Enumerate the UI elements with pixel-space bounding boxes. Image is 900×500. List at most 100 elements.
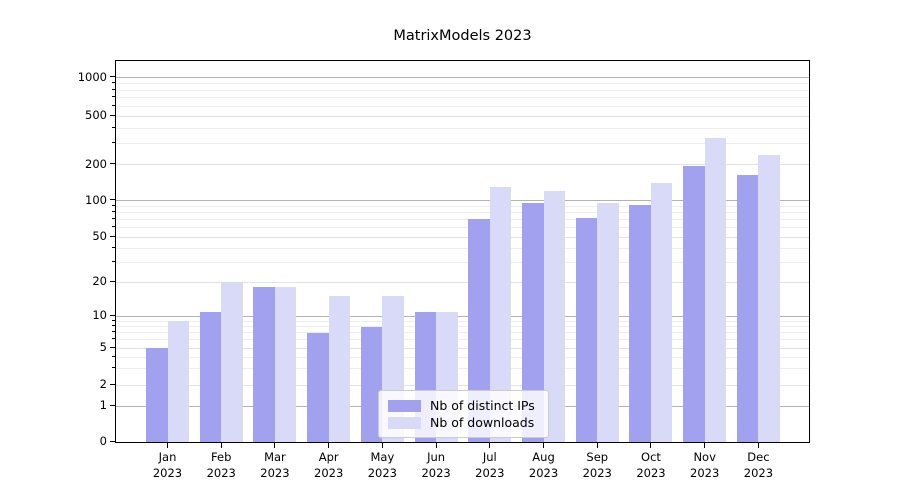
gridline xyxy=(116,384,809,386)
gridline-minor xyxy=(116,89,809,91)
y-tick-label: 500 xyxy=(85,108,107,123)
x-tick-label: Mar 2023 xyxy=(240,449,310,481)
gridline-minor xyxy=(116,105,809,107)
y-minor-tick-mark xyxy=(112,246,115,248)
y-tick-mark xyxy=(110,163,115,165)
y-minor-tick-mark xyxy=(112,104,115,106)
x-tick-label-month: Mar xyxy=(264,450,286,464)
bar-downloads xyxy=(221,282,243,442)
bar-distinct-ips xyxy=(629,204,651,442)
y-tick-mark xyxy=(110,280,115,282)
gridline-minor xyxy=(116,320,809,322)
gridline-minor xyxy=(116,356,809,358)
legend-label: Nb of downloads xyxy=(430,415,535,430)
gridline-minor xyxy=(116,142,809,144)
x-tick-mark xyxy=(489,443,491,448)
bar-distinct-ips xyxy=(307,332,329,442)
x-tick-mark xyxy=(543,443,545,448)
bar-distinct-ips xyxy=(522,202,544,442)
y-tick-label: 0 xyxy=(99,434,107,448)
y-minor-tick-mark xyxy=(112,218,115,220)
gridline xyxy=(116,164,809,166)
y-tick-mark xyxy=(110,314,115,316)
x-tick-label-year: 2023 xyxy=(260,466,290,480)
x-tick-label-year: 2023 xyxy=(528,466,559,480)
x-tick-label-month: Aug xyxy=(532,450,555,464)
x-tick-label-year: 2023 xyxy=(206,466,236,480)
bar-downloads xyxy=(758,155,780,442)
gridline xyxy=(116,347,809,349)
gridline-minor xyxy=(116,219,809,221)
x-tick-label: Jan 2023 xyxy=(133,449,203,481)
bar-distinct-ips xyxy=(146,348,168,442)
y-minor-tick-mark xyxy=(112,204,115,206)
legend: Nb of distinct IPs Nb of downloads xyxy=(378,390,549,438)
y-tick-label: 2 xyxy=(99,377,107,392)
bar-distinct-ips xyxy=(360,326,383,442)
y-minor-tick-mark xyxy=(112,211,115,213)
gridline-minor xyxy=(116,127,809,129)
gridline-major xyxy=(116,200,809,202)
x-tick-mark xyxy=(650,443,652,448)
legend-swatch-downloads xyxy=(388,416,421,429)
gridline-minor xyxy=(116,368,809,370)
x-tick-label-month: Oct xyxy=(641,450,661,464)
x-tick-label: Nov 2023 xyxy=(670,449,740,481)
x-tick-label-year: 2023 xyxy=(743,466,774,480)
x-tick-label: Jul 2023 xyxy=(455,449,525,481)
gridline xyxy=(116,281,809,283)
x-tick-mark xyxy=(435,443,437,448)
x-tick-label: Oct 2023 xyxy=(616,449,686,481)
bar-downloads xyxy=(543,191,566,442)
x-tick-mark xyxy=(704,443,706,448)
gridline xyxy=(116,115,809,117)
x-tick-label-year: 2023 xyxy=(690,466,720,480)
x-tick-mark xyxy=(328,443,330,448)
y-tick-label: 200 xyxy=(85,156,107,171)
x-tick-label-month: Jul xyxy=(482,450,497,464)
x-tick-label: Dec 2023 xyxy=(723,449,793,481)
bar-distinct-ips xyxy=(575,218,598,442)
bar-downloads xyxy=(489,187,512,442)
y-tick-mark xyxy=(110,235,115,237)
x-tick-label-year: 2023 xyxy=(636,466,666,480)
x-tick-label: Sep 2023 xyxy=(562,449,632,481)
x-tick-label-month: Jun xyxy=(427,450,446,464)
bar-distinct-ips xyxy=(199,311,222,442)
x-tick-label-year: 2023 xyxy=(314,466,344,480)
x-tick-mark xyxy=(220,443,222,448)
bar-downloads xyxy=(167,321,189,442)
gridline-minor xyxy=(116,261,809,263)
x-tick-label-year: 2023 xyxy=(152,466,183,480)
legend-label: Nb of distinct IPs xyxy=(430,398,535,413)
y-minor-tick-mark xyxy=(112,325,115,327)
y-tick-label: 20 xyxy=(92,274,107,289)
gridline-minor xyxy=(116,205,809,207)
x-tick-label: Apr 2023 xyxy=(294,449,364,481)
y-tick-label: 10 xyxy=(92,308,107,323)
y-minor-tick-mark xyxy=(112,82,115,84)
bar-downloads xyxy=(274,287,297,442)
x-tick-label-month: Sep xyxy=(586,450,609,464)
legend-item: Nb of distinct IPs xyxy=(388,397,540,414)
gridline xyxy=(116,236,809,238)
y-minor-tick-mark xyxy=(112,367,115,369)
x-tick-mark xyxy=(167,443,168,448)
x-tick-label-month: Apr xyxy=(318,450,339,464)
gridline-minor xyxy=(116,83,809,85)
legend-swatch-distinct-ips xyxy=(388,399,421,412)
x-tick-label-year: 2023 xyxy=(421,466,451,480)
chart-title: MatrixModels 2023 xyxy=(393,28,532,44)
y-tick-mark xyxy=(110,346,115,348)
y-tick-label: 1 xyxy=(99,398,107,413)
x-tick-label: Jun 2023 xyxy=(401,449,471,481)
y-tick-mark xyxy=(110,199,115,201)
bar-distinct-ips xyxy=(253,287,275,442)
y-tick-mark xyxy=(110,114,115,116)
x-tick-label-month: Dec xyxy=(747,450,770,464)
y-tick-mark xyxy=(110,440,115,442)
plot-area: Nb of distinct IPs Nb of downloads xyxy=(115,60,810,443)
y-minor-tick-mark xyxy=(112,338,115,340)
gridline-minor xyxy=(116,247,809,249)
